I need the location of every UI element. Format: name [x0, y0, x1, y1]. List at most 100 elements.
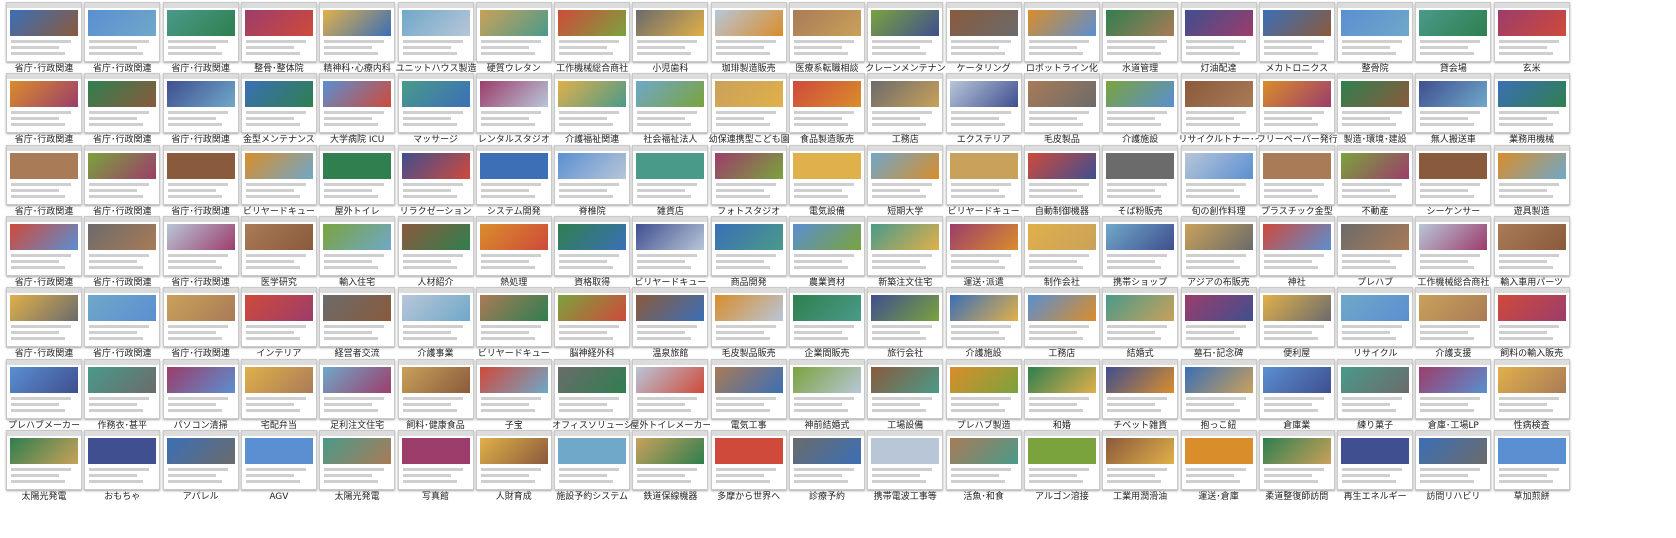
site-thumbnail[interactable] [867, 73, 944, 134]
portfolio-item[interactable]: 工作機械総合商社 [1413, 215, 1492, 292]
site-thumbnail[interactable] [1102, 73, 1179, 134]
portfolio-item[interactable]: 練り菓子 [1335, 358, 1414, 435]
site-thumbnail[interactable] [1415, 215, 1492, 276]
site-thumbnail[interactable] [632, 287, 709, 348]
site-thumbnail[interactable] [710, 215, 787, 276]
site-thumbnail[interactable] [710, 2, 787, 62]
portfolio-item[interactable]: アルゴン溶接 [1022, 429, 1100, 506]
site-thumbnail[interactable] [84, 215, 161, 276]
site-thumbnail[interactable] [1258, 358, 1335, 419]
site-thumbnail[interactable] [554, 215, 631, 276]
site-thumbnail[interactable] [162, 429, 239, 490]
site-thumbnail[interactable] [867, 358, 944, 419]
site-thumbnail[interactable] [475, 144, 552, 205]
site-thumbnail[interactable] [240, 144, 317, 205]
portfolio-item[interactable]: 屋外トイレ [317, 144, 396, 221]
portfolio-item[interactable]: パソコン清掃 [161, 358, 239, 435]
site-thumbnail[interactable] [789, 287, 865, 348]
portfolio-item[interactable]: 脳神経外科 [552, 287, 631, 363]
portfolio-item[interactable]: マッサージ [396, 73, 474, 149]
site-thumbnail[interactable] [1415, 287, 1492, 348]
site-thumbnail[interactable] [475, 358, 552, 419]
site-thumbnail[interactable] [240, 429, 317, 490]
portfolio-item[interactable]: ビリヤードキュー [239, 144, 317, 221]
site-thumbnail[interactable] [1023, 2, 1100, 62]
site-thumbnail[interactable] [632, 358, 709, 419]
portfolio-item[interactable]: 自動制御機器 [1022, 144, 1100, 221]
site-thumbnail[interactable] [1102, 429, 1179, 490]
site-thumbnail[interactable] [319, 2, 396, 62]
portfolio-item[interactable]: 人財育成 [474, 429, 552, 506]
portfolio-item[interactable]: 人材紹介 [396, 215, 474, 292]
portfolio-item[interactable]: 作務衣･甚平 [82, 358, 161, 435]
portfolio-item[interactable]: ビリヤードキュー [630, 215, 709, 292]
site-thumbnail[interactable] [867, 429, 944, 490]
portfolio-item[interactable]: 硬質ウレタン [474, 2, 552, 78]
site-thumbnail[interactable] [1102, 358, 1179, 419]
portfolio-item[interactable]: 新築注文住宅 [865, 215, 944, 292]
site-thumbnail[interactable] [1415, 2, 1492, 62]
site-thumbnail[interactable] [1493, 2, 1570, 62]
portfolio-item[interactable]: 携帯ショップ [1100, 215, 1179, 292]
portfolio-item[interactable]: 省庁･行政関連 [82, 287, 161, 363]
portfolio-item[interactable]: プレハブ [1335, 215, 1414, 292]
site-thumbnail[interactable] [6, 144, 82, 205]
portfolio-item[interactable]: 毛皮製品 [1022, 73, 1100, 149]
portfolio-item[interactable]: 農業資材 [787, 215, 865, 292]
portfolio-item[interactable]: 宅配弁当 [239, 358, 317, 435]
portfolio-item[interactable]: 玄米 [1492, 2, 1570, 78]
site-thumbnail[interactable] [1023, 144, 1100, 205]
portfolio-item[interactable]: 資格取得 [552, 215, 631, 292]
portfolio-item[interactable]: 旬の創作料理 [1179, 144, 1257, 221]
site-thumbnail[interactable] [162, 144, 239, 205]
portfolio-item[interactable]: 工作機械総合商社 [552, 2, 631, 78]
portfolio-item[interactable]: 運送･倉庫 [1179, 429, 1257, 506]
portfolio-item[interactable]: 省庁･行政関連 [161, 73, 239, 149]
portfolio-item[interactable]: フリーペーパー発行 [1257, 73, 1337, 149]
site-thumbnail[interactable] [319, 144, 396, 205]
site-thumbnail[interactable] [1180, 287, 1257, 348]
portfolio-item[interactable]: アジアの布販売 [1179, 215, 1257, 292]
portfolio-item[interactable]: 省庁･行政関連 [82, 215, 161, 292]
site-thumbnail[interactable] [1337, 215, 1414, 276]
site-thumbnail[interactable] [867, 2, 944, 62]
site-thumbnail[interactable] [710, 358, 787, 419]
portfolio-item[interactable]: プレハブメーカー [4, 358, 82, 435]
site-thumbnail[interactable] [1023, 215, 1100, 276]
site-thumbnail[interactable] [1337, 144, 1414, 205]
site-thumbnail[interactable] [1415, 144, 1492, 205]
site-thumbnail[interactable] [710, 287, 787, 348]
portfolio-item[interactable]: 熱処理 [474, 215, 552, 292]
portfolio-item[interactable]: 省庁･行政関連 [4, 144, 82, 221]
portfolio-item[interactable]: 小児歯科 [630, 2, 709, 78]
portfolio-item[interactable]: 無人搬送車 [1413, 73, 1492, 149]
portfolio-item[interactable]: 不動産 [1335, 144, 1414, 221]
portfolio-item[interactable]: 太陽光発電 [4, 429, 82, 506]
portfolio-item[interactable]: ロボットライン化 [1022, 2, 1100, 78]
site-thumbnail[interactable] [1180, 429, 1257, 490]
portfolio-item[interactable]: 介護事業 [396, 287, 474, 363]
portfolio-item[interactable]: 珈琲製造販売 [709, 2, 787, 78]
site-thumbnail[interactable] [397, 144, 474, 205]
portfolio-item[interactable]: そば粉販売 [1100, 144, 1179, 221]
site-thumbnail[interactable] [710, 429, 787, 490]
site-thumbnail[interactable] [1258, 429, 1335, 490]
site-thumbnail[interactable] [632, 429, 709, 490]
site-thumbnail[interactable] [475, 2, 552, 62]
portfolio-item[interactable]: 飼料の輸入販売 [1492, 287, 1570, 363]
site-thumbnail[interactable] [6, 2, 82, 62]
portfolio-item[interactable]: 省庁･行政関連 [161, 144, 239, 221]
portfolio-item[interactable]: 工務店 [1022, 287, 1100, 363]
portfolio-item[interactable]: インテリア [239, 287, 317, 363]
portfolio-item[interactable]: システム開発 [474, 144, 552, 221]
site-thumbnail[interactable] [319, 358, 396, 419]
site-thumbnail[interactable] [1258, 73, 1335, 134]
site-thumbnail[interactable] [162, 73, 239, 134]
site-thumbnail[interactable] [240, 287, 317, 348]
portfolio-item[interactable]: 短期大学 [865, 144, 944, 221]
portfolio-item[interactable]: 精神科･心療内科 [317, 2, 396, 78]
portfolio-item[interactable]: 介護施設 [1100, 73, 1179, 149]
site-thumbnail[interactable] [475, 429, 552, 490]
site-thumbnail[interactable] [1258, 144, 1335, 205]
portfolio-item[interactable]: 再生エネルギー [1335, 429, 1414, 506]
